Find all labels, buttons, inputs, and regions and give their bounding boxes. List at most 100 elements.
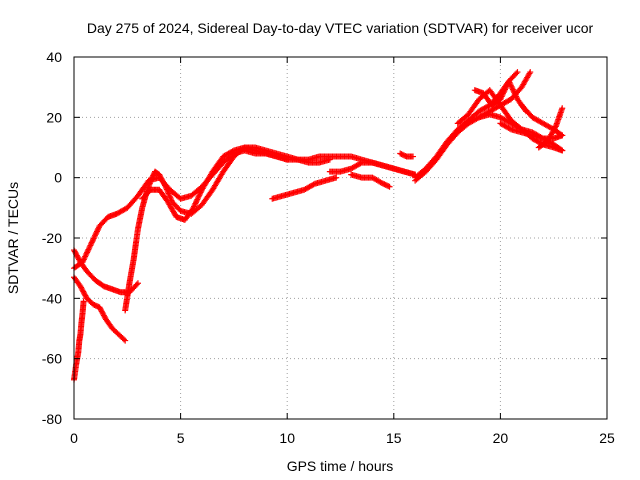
data-point <box>84 249 91 256</box>
data-point <box>95 225 102 232</box>
data-point <box>503 82 510 89</box>
data-point <box>385 183 392 190</box>
data-point <box>508 83 515 90</box>
data-point <box>88 239 95 246</box>
data-point <box>504 80 511 87</box>
series-trace-9 <box>348 171 393 190</box>
data-point <box>93 229 100 236</box>
x-tick-label: 25 <box>599 430 615 446</box>
data-point <box>190 204 197 211</box>
data-point <box>284 156 291 163</box>
x-tick-label: 20 <box>493 430 509 446</box>
series-trace-8 <box>326 159 419 178</box>
data-point <box>94 227 101 234</box>
data-point <box>310 181 317 188</box>
data-point <box>92 231 99 238</box>
data-point <box>506 125 513 132</box>
data-point <box>498 93 505 100</box>
data-point <box>326 156 333 163</box>
y-tick-label: 40 <box>46 49 62 65</box>
series-trace-15 <box>471 69 521 109</box>
data-point <box>197 189 204 196</box>
data-point <box>90 236 97 243</box>
y-tick-label: -40 <box>42 290 62 306</box>
data-point <box>91 234 98 241</box>
data-point <box>559 147 566 154</box>
data-point <box>89 238 96 245</box>
data-point <box>409 153 416 160</box>
data-point <box>333 174 340 181</box>
data-point <box>93 228 100 235</box>
data-point <box>85 246 92 253</box>
series-trace-18 <box>497 120 566 142</box>
data-point <box>386 183 393 190</box>
x-tick-label: 10 <box>279 430 295 446</box>
data-point <box>194 196 201 203</box>
data-point <box>195 193 202 200</box>
data-point <box>527 69 534 76</box>
data-point <box>509 85 516 92</box>
data-point <box>192 200 199 207</box>
data-point <box>86 243 93 250</box>
x-tick-label: 15 <box>386 430 402 446</box>
data-point <box>500 89 507 96</box>
y-axis-label: SDTVAR / TECUs <box>5 182 21 294</box>
data-point <box>499 92 506 99</box>
data-point <box>84 247 91 254</box>
data-point <box>87 242 94 249</box>
axis-ticks: 0 5 10 15 20 25 -80 -60 -40 -20 0 20 40 <box>42 49 615 446</box>
data-point <box>503 83 510 90</box>
data-point <box>80 298 87 305</box>
data-point <box>133 281 140 288</box>
data-point <box>196 190 203 197</box>
data-point <box>552 124 559 131</box>
data-point <box>82 253 89 260</box>
data-point <box>196 192 203 199</box>
data-point <box>500 90 507 97</box>
x-tick-label: 5 <box>177 430 185 446</box>
series-trace-6 <box>139 144 291 223</box>
data-point <box>514 69 521 76</box>
data-point <box>378 179 385 186</box>
data-point <box>194 195 201 202</box>
data-point <box>501 86 508 93</box>
data-point <box>191 202 198 209</box>
data-point <box>134 280 141 287</box>
data-point <box>82 252 89 259</box>
data-point <box>90 235 97 242</box>
data-point <box>497 96 504 103</box>
data-point <box>498 94 505 101</box>
data-points <box>71 69 566 383</box>
data-point <box>229 148 236 155</box>
data-point <box>193 197 200 204</box>
data-point <box>559 132 566 139</box>
x-tick-label: 0 <box>70 430 78 446</box>
data-point <box>501 87 508 94</box>
data-point <box>357 160 364 167</box>
x-axis-label: GPS time / hours <box>287 458 394 474</box>
data-point <box>161 182 168 189</box>
data-point <box>526 70 533 77</box>
series-trace-14 <box>476 69 534 121</box>
data-point <box>81 254 88 261</box>
data-point <box>120 336 127 343</box>
data-point <box>193 199 200 206</box>
y-tick-label: 20 <box>46 109 62 125</box>
y-tick-label: -80 <box>42 411 62 427</box>
data-point <box>502 85 509 92</box>
data-point <box>83 250 90 257</box>
y-tick-label: -60 <box>42 351 62 367</box>
y-tick-label: -20 <box>42 230 62 246</box>
data-point <box>122 337 129 344</box>
chart-title: Day 275 of 2024, Sidereal Day-to-day VTE… <box>87 20 594 36</box>
data-point <box>559 105 566 112</box>
series-trace-7 <box>269 174 340 202</box>
series-trace-10 <box>397 150 416 160</box>
data-point <box>88 241 95 248</box>
data-point <box>513 70 520 77</box>
data-point <box>91 232 98 239</box>
data-point <box>509 86 516 93</box>
data-point <box>191 203 198 210</box>
